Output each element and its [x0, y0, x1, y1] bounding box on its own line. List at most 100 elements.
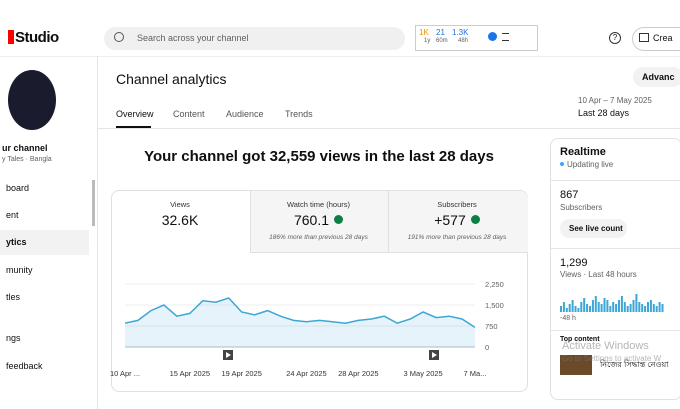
- help-icon[interactable]: ?: [609, 32, 621, 44]
- scrollbar: [92, 180, 95, 226]
- search-icon: [114, 32, 124, 42]
- stat-value: 1.3K: [452, 28, 469, 37]
- metric-label: Watch time (hours): [286, 200, 351, 209]
- realtime-bar: [600, 304, 603, 312]
- stat-period: 48h: [458, 38, 469, 44]
- realtime-bar: [565, 308, 568, 312]
- tab[interactable]: Trends: [285, 109, 313, 119]
- metrics-card: [111, 190, 528, 392]
- realtime-bar: [629, 304, 632, 312]
- search-box[interactable]: [104, 27, 405, 50]
- nav-item[interactable]: munity: [6, 265, 33, 275]
- divider: [551, 180, 680, 181]
- realtime-bar: [574, 306, 577, 312]
- realtime-bar: [615, 304, 618, 312]
- realtime-bar: [612, 302, 615, 312]
- nav-item[interactable]: tles: [6, 292, 21, 302]
- create-button[interactable]: [632, 27, 680, 51]
- divider: [551, 330, 680, 331]
- tab[interactable]: Audience: [226, 109, 264, 119]
- nav-item[interactable]: feedback: [6, 361, 43, 371]
- play-icon: [226, 352, 231, 358]
- realtime-bar: [652, 304, 655, 312]
- widget-icon[interactable]: [488, 32, 497, 41]
- watermark: Go to Settings to activate W: [562, 354, 662, 363]
- stat-value: 1K: [419, 28, 429, 37]
- stats-widget: [415, 25, 538, 51]
- realtime-bar: [594, 296, 597, 312]
- y-tick-label: 2,250: [485, 280, 504, 289]
- tab[interactable]: Content: [173, 109, 205, 119]
- menu-icon[interactable]: [502, 33, 509, 41]
- logo-icon: [8, 30, 14, 44]
- top-item[interactable]: নিজের সিদ্ধান্ত নেওয়া: [600, 360, 669, 369]
- page-title: Channel analytics: [116, 71, 227, 87]
- top-content-title: Top content: [560, 336, 600, 343]
- realtime-bar: [577, 308, 580, 312]
- nav-item[interactable]: ent: [6, 210, 19, 220]
- metrics-inactive-bg: [250, 191, 528, 253]
- realtime-status: Updating live: [567, 160, 614, 169]
- thumbnail[interactable]: [560, 355, 592, 375]
- live-count-label: See live count: [569, 224, 623, 233]
- realtime-bar: [661, 304, 664, 312]
- live-count-button[interactable]: [560, 219, 627, 238]
- channel-sub: y Tales · Bangla: [2, 156, 52, 163]
- top-bar: [0, 0, 680, 57]
- create-icon: [639, 33, 649, 42]
- metric-divider: [388, 191, 389, 252]
- realtime-bar: [647, 302, 649, 312]
- x-tick-label: 7 Ma...: [464, 369, 487, 378]
- channel-avatar: [8, 70, 56, 130]
- tab[interactable]: Overview: [116, 109, 154, 119]
- realtime-bar: [560, 306, 562, 312]
- y-tick-label: 750: [485, 322, 498, 331]
- subscriber-count: 867: [560, 189, 579, 201]
- realtime-bar: [655, 306, 658, 312]
- realtime-bar: [632, 300, 635, 312]
- nav-item[interactable]: board: [6, 183, 30, 193]
- metric-value: +577: [388, 212, 526, 228]
- logo: Studio: [15, 29, 59, 46]
- sidebar-border: [97, 56, 98, 409]
- up-icon: [334, 215, 344, 224]
- advanced-label: Advanc: [642, 72, 675, 82]
- divider: [551, 248, 680, 249]
- divider: [98, 128, 680, 129]
- area: [125, 298, 475, 347]
- advanced-button[interactable]: [633, 67, 680, 87]
- realtime-bar: [641, 304, 644, 312]
- realtime-bar: [638, 302, 641, 312]
- metric-note: 191% more than previous 28 days: [407, 234, 507, 241]
- metric-value: 760.1: [250, 212, 388, 228]
- realtime-bar: [609, 306, 612, 312]
- y-tick-label: 0: [485, 343, 489, 352]
- metric-value: 32.6K: [161, 212, 199, 228]
- stat-value: 21: [436, 28, 445, 37]
- realtime-bar: [562, 302, 565, 312]
- selected-nav-bg: [0, 230, 89, 255]
- x-tick-label: 19 Apr 2025: [221, 369, 261, 378]
- x-tick-label: 28 Apr 2025: [338, 369, 378, 378]
- play-icon: [432, 352, 437, 358]
- realtime-title: Realtime: [560, 146, 606, 158]
- y-tick-label: 1,500: [485, 301, 504, 310]
- nav-item[interactable]: ngs: [6, 333, 21, 343]
- x-tick-label: 10 Apr ...: [110, 369, 140, 378]
- realtime-bar: [618, 300, 620, 312]
- tab-underline: [116, 126, 151, 128]
- metric-note: 186% more than previous 28 days: [269, 234, 368, 241]
- realtime-bar: [606, 300, 609, 312]
- line: [124, 297, 476, 329]
- live-dot: [560, 162, 564, 166]
- realtime-bar: [620, 296, 623, 312]
- realtime-bar: [571, 300, 574, 312]
- stat-period: 60m: [436, 38, 448, 44]
- realtime-bar: [597, 302, 600, 312]
- realtime-bar: [644, 306, 647, 312]
- watermark: Activate Windows: [562, 340, 649, 352]
- realtime-bar: [583, 298, 586, 312]
- nav-item[interactable]: ytics: [6, 237, 27, 247]
